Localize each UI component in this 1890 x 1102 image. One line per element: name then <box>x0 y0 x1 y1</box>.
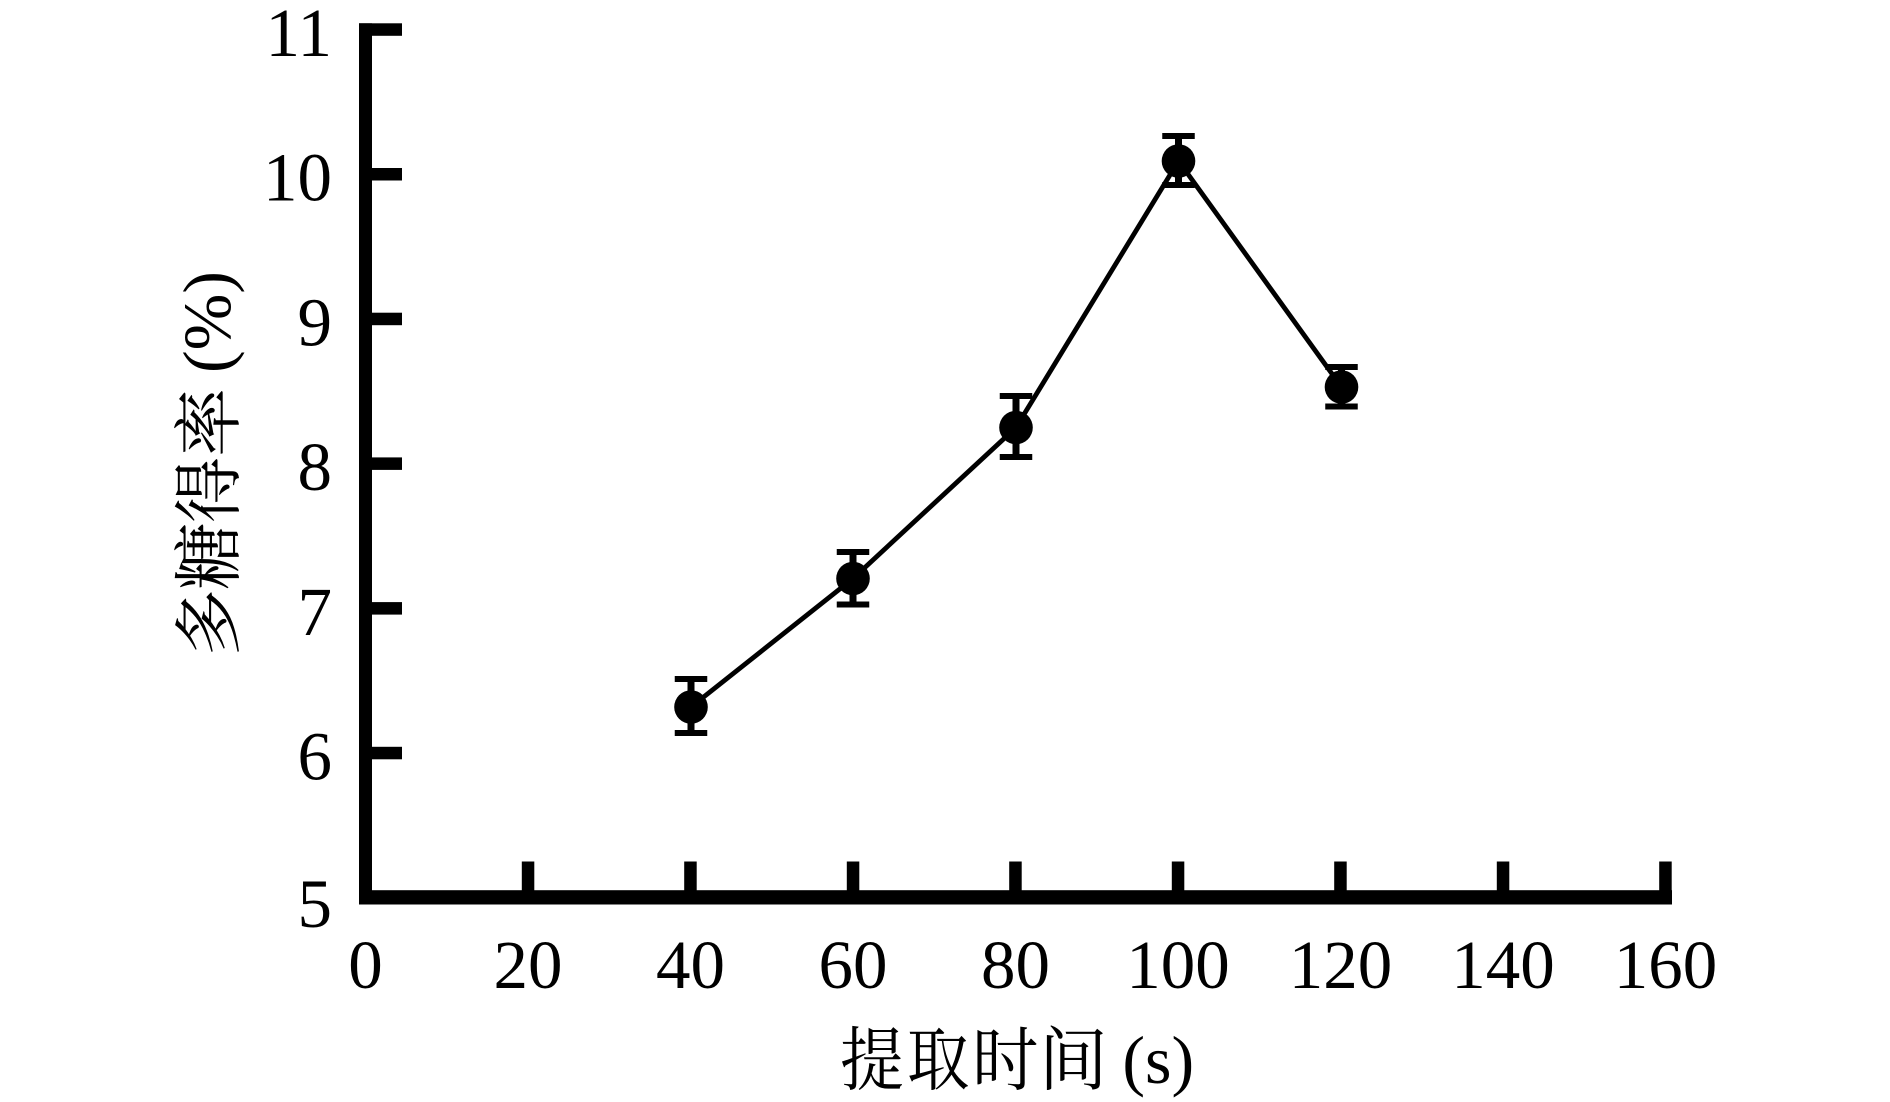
svg-text:5: 5 <box>298 866 333 942</box>
svg-text:20: 20 <box>494 927 563 1003</box>
svg-text:100: 100 <box>1126 927 1230 1003</box>
svg-text:6: 6 <box>298 719 333 795</box>
svg-text:11: 11 <box>266 0 332 71</box>
svg-text:7: 7 <box>298 574 333 650</box>
svg-text:80: 80 <box>981 927 1050 1003</box>
svg-text:60: 60 <box>819 927 888 1003</box>
svg-text:(s): (s) <box>1122 1022 1194 1098</box>
svg-text:0: 0 <box>348 927 383 1003</box>
svg-text:120: 120 <box>1289 927 1393 1003</box>
svg-text:9: 9 <box>298 284 333 360</box>
svg-text:8: 8 <box>298 429 333 505</box>
svg-text:160: 160 <box>1614 927 1718 1003</box>
svg-text:40: 40 <box>656 927 725 1003</box>
svg-text:(%): (%) <box>169 271 245 373</box>
svg-text:140: 140 <box>1451 927 1555 1003</box>
svg-text:10: 10 <box>263 140 332 216</box>
